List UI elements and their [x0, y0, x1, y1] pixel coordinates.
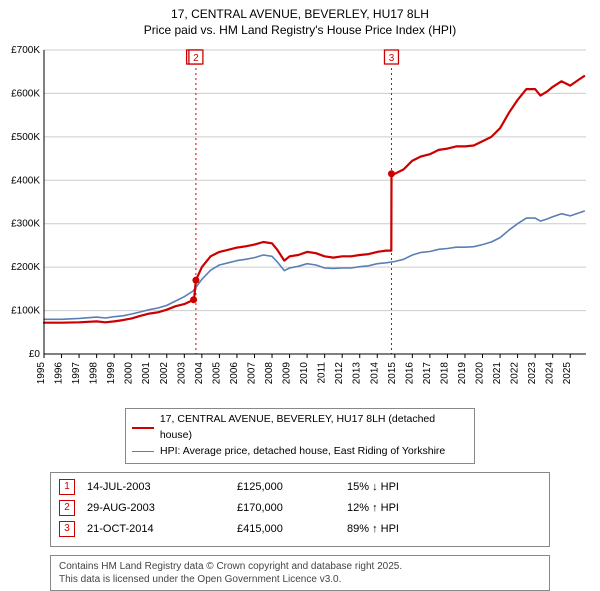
svg-text:2020: 2020 — [475, 362, 486, 385]
event-date: 21-OCT-2014 — [87, 523, 237, 535]
svg-text:2008: 2008 — [264, 362, 275, 385]
svg-text:2016: 2016 — [404, 362, 415, 385]
svg-text:2005: 2005 — [211, 362, 222, 385]
svg-text:1995: 1995 — [36, 362, 47, 385]
svg-text:2002: 2002 — [159, 362, 170, 385]
svg-text:£0: £0 — [29, 349, 41, 360]
svg-text:1999: 1999 — [106, 362, 117, 385]
legend-swatch-hpi — [132, 451, 154, 452]
svg-text:2013: 2013 — [352, 362, 363, 385]
svg-text:1997: 1997 — [71, 362, 82, 385]
legend-row-hpi: HPI: Average price, detached house, East… — [132, 444, 468, 460]
svg-text:2019: 2019 — [457, 362, 468, 385]
chart-title: 17, CENTRAL AVENUE, BEVERLEY, HU17 8LH P… — [8, 6, 592, 38]
svg-text:2018: 2018 — [439, 362, 450, 385]
attribution-footer: Contains HM Land Registry data © Crown c… — [50, 555, 550, 591]
event-delta: 89% ↑ HPI — [347, 523, 457, 535]
svg-text:2007: 2007 — [246, 362, 257, 385]
event-date: 14-JUL-2003 — [87, 481, 237, 493]
svg-text:2014: 2014 — [369, 362, 380, 385]
svg-text:£600K: £600K — [11, 89, 40, 100]
svg-text:2012: 2012 — [334, 362, 345, 385]
footer-line2: This data is licensed under the Open Gov… — [59, 573, 541, 586]
title-line1: 17, CENTRAL AVENUE, BEVERLEY, HU17 8LH — [8, 6, 592, 22]
legend: 17, CENTRAL AVENUE, BEVERLEY, HU17 8LH (… — [125, 408, 475, 463]
event-price: £415,000 — [237, 523, 347, 535]
svg-text:2024: 2024 — [545, 362, 556, 385]
events-table: 1 14-JUL-2003£125,00015% ↓ HPI 2 29-AUG-200… — [50, 472, 550, 547]
svg-text:£400K: £400K — [11, 176, 40, 187]
svg-text:2009: 2009 — [282, 362, 293, 385]
svg-text:£100K: £100K — [11, 306, 40, 317]
svg-text:£500K: £500K — [11, 132, 40, 143]
svg-text:2001: 2001 — [141, 362, 152, 385]
price-chart-svg: £0£100K£200K£300K£400K£500K£600K£700K123… — [8, 42, 592, 402]
svg-text:2017: 2017 — [422, 362, 433, 385]
svg-text:2004: 2004 — [194, 362, 205, 385]
legend-label-price-paid: 17, CENTRAL AVENUE, BEVERLEY, HU17 8LH (… — [160, 412, 468, 444]
svg-text:2000: 2000 — [124, 362, 135, 385]
event-badge: 2 — [59, 500, 75, 516]
event-row: 3 21-OCT-2014£415,00089% ↑ HPI — [59, 521, 541, 537]
event-price: £170,000 — [237, 502, 347, 514]
event-delta: 12% ↑ HPI — [347, 502, 457, 514]
svg-text:2021: 2021 — [492, 362, 503, 385]
svg-text:1996: 1996 — [54, 362, 65, 385]
svg-text:2: 2 — [193, 53, 199, 64]
svg-text:2010: 2010 — [299, 362, 310, 385]
event-row: 2 29-AUG-2003£170,00012% ↑ HPI — [59, 500, 541, 516]
svg-text:1998: 1998 — [89, 362, 100, 385]
title-line2: Price paid vs. HM Land Registry's House … — [8, 22, 592, 38]
svg-text:2022: 2022 — [510, 362, 521, 385]
svg-text:2011: 2011 — [317, 362, 328, 384]
event-row: 1 14-JUL-2003£125,00015% ↓ HPI — [59, 479, 541, 495]
svg-text:2006: 2006 — [229, 362, 240, 385]
svg-text:3: 3 — [389, 53, 395, 64]
event-price: £125,000 — [237, 481, 347, 493]
svg-text:2023: 2023 — [527, 362, 538, 385]
footer-line1: Contains HM Land Registry data © Crown c… — [59, 560, 541, 573]
legend-label-hpi: HPI: Average price, detached house, East… — [160, 444, 445, 460]
legend-swatch-price-paid — [132, 427, 154, 429]
svg-text:£300K: £300K — [11, 219, 40, 230]
svg-text:£200K: £200K — [11, 263, 40, 274]
svg-text:2015: 2015 — [387, 362, 398, 385]
svg-text:£700K: £700K — [11, 45, 40, 56]
event-delta: 15% ↓ HPI — [347, 481, 457, 493]
legend-row-price-paid: 17, CENTRAL AVENUE, BEVERLEY, HU17 8LH (… — [132, 412, 468, 444]
svg-text:2003: 2003 — [176, 362, 187, 385]
svg-text:2025: 2025 — [562, 362, 573, 385]
chart-area: £0£100K£200K£300K£400K£500K£600K£700K123… — [8, 42, 592, 402]
event-badge: 1 — [59, 479, 75, 495]
event-badge: 3 — [59, 521, 75, 537]
event-date: 29-AUG-2003 — [87, 502, 237, 514]
